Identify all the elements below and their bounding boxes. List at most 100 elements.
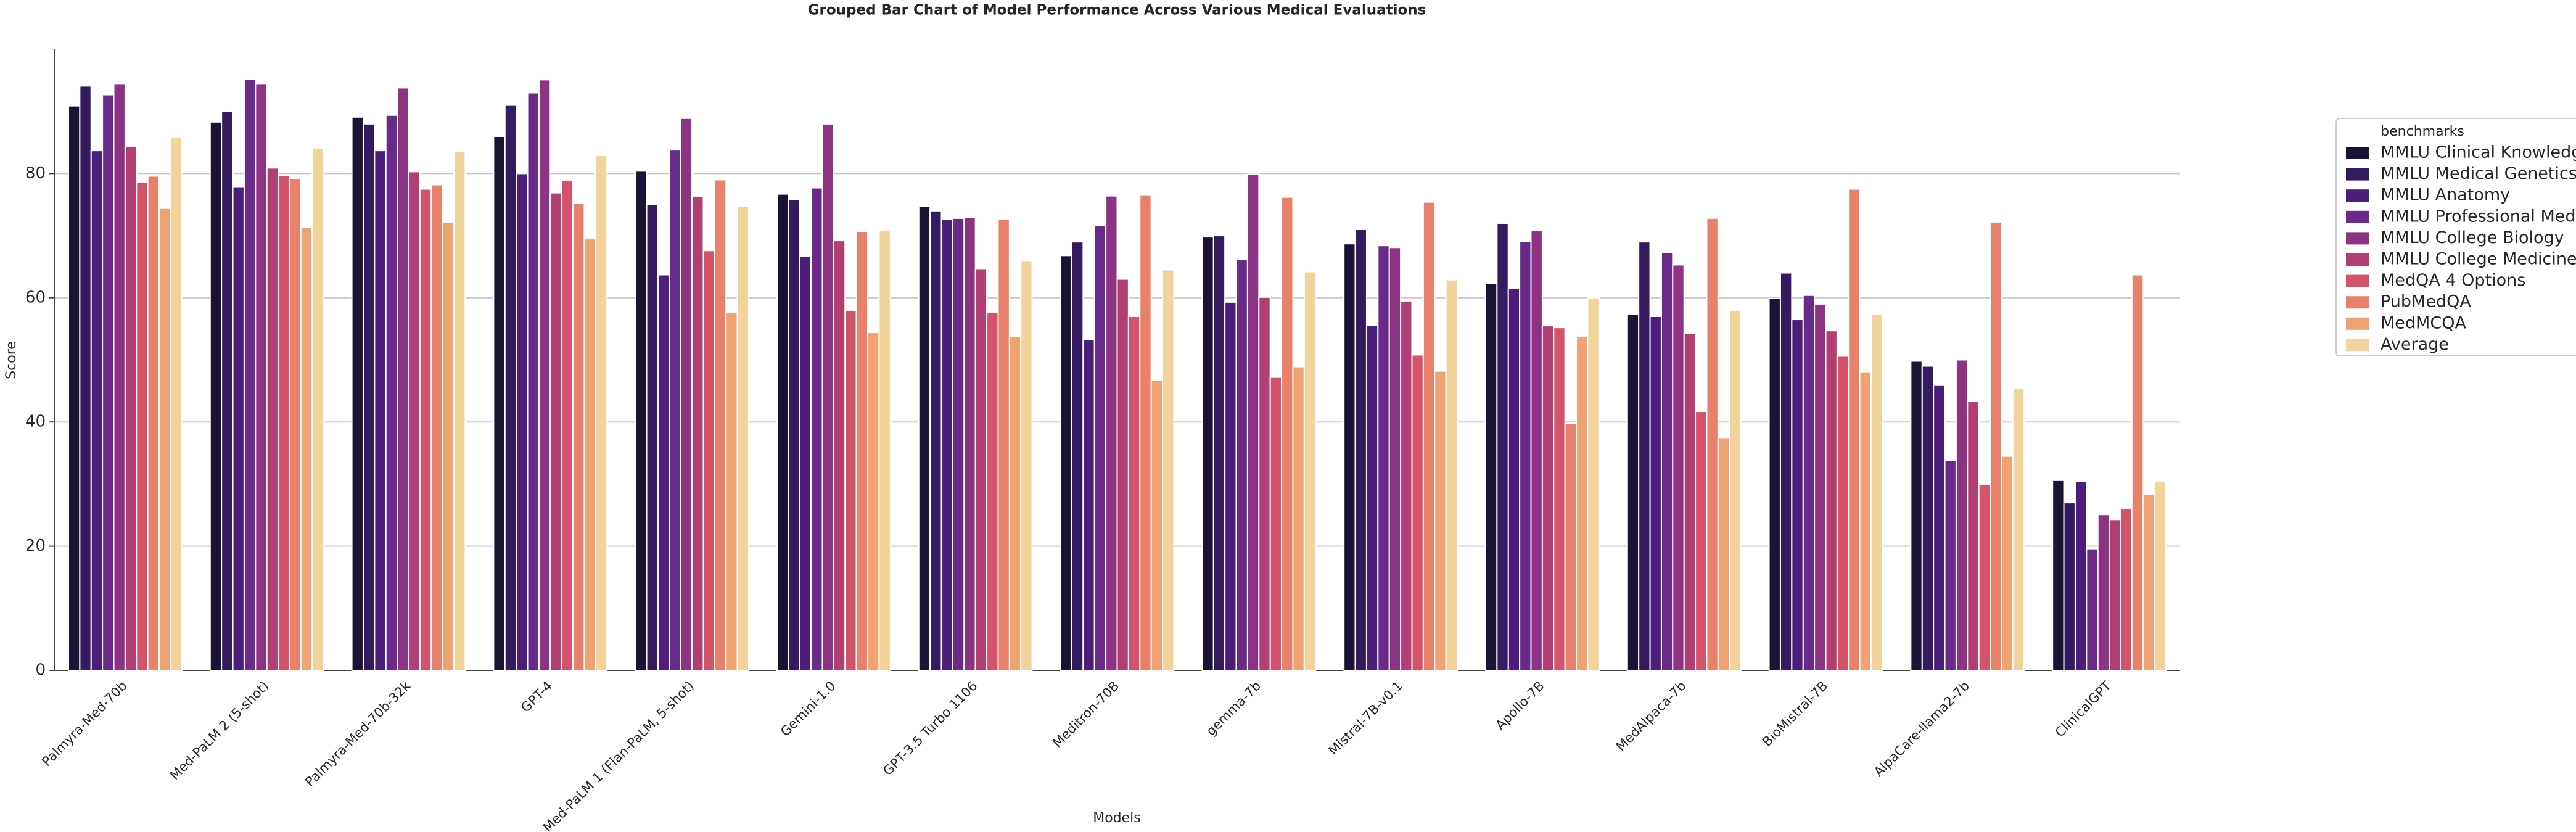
bar xyxy=(504,104,517,671)
bar xyxy=(538,79,551,671)
bar xyxy=(1008,336,1022,671)
bar xyxy=(351,116,364,671)
bar xyxy=(1281,196,1294,671)
bar xyxy=(810,187,823,672)
bar xyxy=(1377,245,1390,672)
bar xyxy=(867,332,880,671)
bar xyxy=(1955,359,1969,671)
bar xyxy=(702,250,715,671)
legend-title: benchmarks xyxy=(2381,124,2464,139)
bar xyxy=(1541,325,1555,671)
bar xyxy=(1921,365,1935,671)
bar xyxy=(2074,480,2088,671)
bar xyxy=(362,123,376,671)
bar xyxy=(1422,201,1436,671)
bar xyxy=(158,207,171,671)
bar xyxy=(453,150,466,671)
bar xyxy=(1825,330,1838,671)
bar xyxy=(1814,303,1827,671)
bar xyxy=(289,178,302,671)
legend-label: PubMedQA xyxy=(2381,292,2471,311)
bar xyxy=(374,150,387,672)
bar xyxy=(2120,508,2133,671)
bar xyxy=(1060,255,1072,672)
x-tick-label: GPT-4 xyxy=(518,678,555,715)
legend-swatch xyxy=(2346,168,2369,181)
bar xyxy=(646,204,659,671)
bar xyxy=(1258,296,1271,671)
legend-label: MMLU Anatomy xyxy=(2381,186,2510,205)
bar xyxy=(725,311,738,671)
bar xyxy=(1343,243,1356,672)
bar xyxy=(2063,502,2076,671)
bar xyxy=(1587,297,1600,671)
bar xyxy=(736,205,750,671)
bar xyxy=(1530,230,1543,671)
bar xyxy=(1626,313,1640,671)
bar xyxy=(300,227,313,672)
bar xyxy=(527,92,540,672)
legend-label: MedQA 4 Options xyxy=(2381,271,2525,290)
bar xyxy=(1717,437,1730,671)
bar xyxy=(102,94,115,672)
bar xyxy=(2086,548,2099,671)
legend-label: MMLU College Biology xyxy=(2381,228,2564,247)
bar xyxy=(2142,494,2155,671)
bar xyxy=(1082,339,1095,671)
bar xyxy=(1212,235,1226,672)
bar xyxy=(2097,514,2110,671)
bar xyxy=(583,238,596,671)
bar xyxy=(1683,332,1697,671)
x-tick-label: GPT-3.5 Turbo 1106 xyxy=(880,678,980,778)
bar xyxy=(1445,279,1459,671)
bar xyxy=(940,218,953,671)
bar xyxy=(1224,301,1237,671)
bar xyxy=(113,83,126,671)
bar xyxy=(799,255,812,671)
x-tick-label: Apollo-7B xyxy=(1492,678,1547,733)
y-tick-label: 60 xyxy=(25,288,46,307)
bar xyxy=(1434,370,1447,671)
bar xyxy=(2012,387,2025,672)
bar xyxy=(1093,224,1107,671)
bar xyxy=(1576,336,1589,671)
legend-label: MedMCQA xyxy=(2381,313,2466,332)
bar xyxy=(1729,309,1742,671)
bar xyxy=(918,205,931,671)
bar xyxy=(657,274,670,671)
bar xyxy=(2154,480,2167,671)
bar xyxy=(1978,484,1991,671)
x-tick-label: ClinicalGPT xyxy=(2052,678,2114,740)
bar xyxy=(385,114,398,671)
bar xyxy=(974,268,988,671)
bar xyxy=(209,121,223,672)
bar xyxy=(67,105,81,671)
legend-label: Average xyxy=(2381,335,2449,354)
bar xyxy=(1162,269,1175,671)
bar xyxy=(680,117,693,672)
bar xyxy=(1365,324,1379,671)
bar xyxy=(1967,400,1980,671)
legend-label: MMLU College Medicine xyxy=(2381,250,2576,269)
bar xyxy=(397,87,409,671)
bar xyxy=(278,175,290,671)
bar xyxy=(170,136,183,671)
bar xyxy=(1105,195,1118,672)
bar xyxy=(1802,294,1816,672)
x-tick-label: Mistral-7B-v0.1 xyxy=(1326,678,1405,758)
bar xyxy=(1388,247,1402,672)
bar xyxy=(255,83,268,671)
bar xyxy=(929,210,942,671)
x-tick-label: Med-PaLM 1 (Flan-PaLM, 5-shot) xyxy=(540,678,697,832)
bar xyxy=(1638,241,1651,672)
bar xyxy=(844,309,857,671)
x-tick-label: Gemini-1.0 xyxy=(778,678,839,739)
bar xyxy=(1660,252,1674,671)
bar xyxy=(572,202,585,671)
legend-swatch xyxy=(2346,274,2369,287)
legend-swatch xyxy=(2346,210,2369,223)
bar xyxy=(1695,411,1708,671)
bar xyxy=(691,196,704,671)
bar xyxy=(408,171,421,671)
